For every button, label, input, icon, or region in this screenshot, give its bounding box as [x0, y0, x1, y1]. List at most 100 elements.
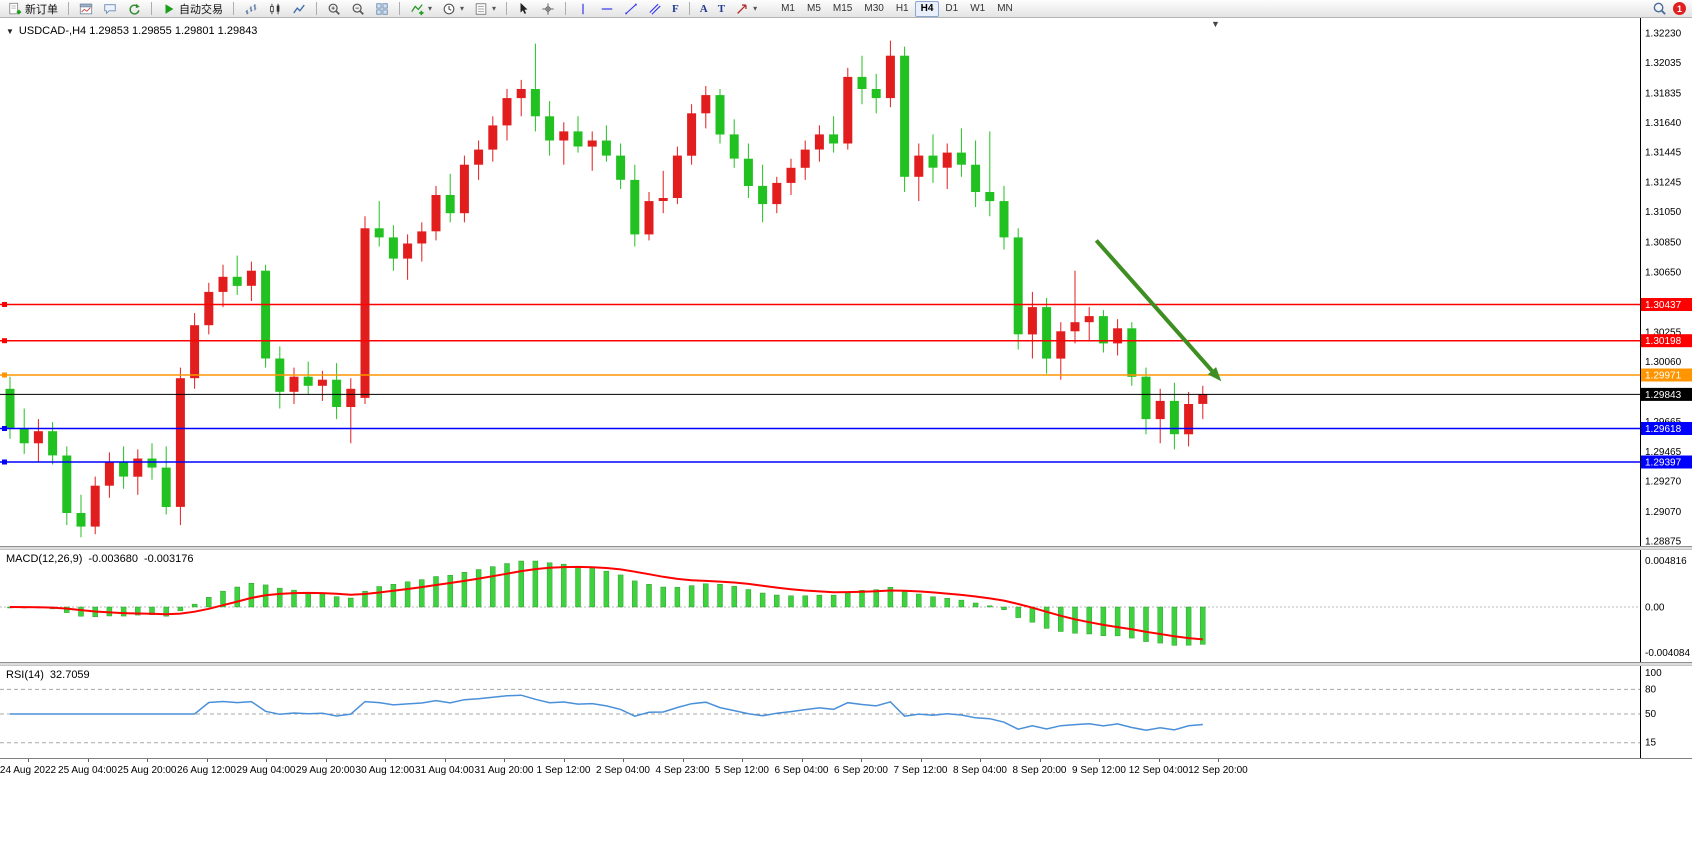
market-watch-button[interactable] — [99, 0, 121, 18]
time-axis-tick — [742, 759, 743, 762]
macd-axis-label: -0.004084 — [1645, 648, 1690, 659]
chart-window-button[interactable] — [75, 0, 97, 18]
zoom-in-button[interactable] — [323, 0, 345, 18]
price-axis-label: 1.31835 — [1645, 88, 1682, 99]
hline-resistance-1[interactable] — [0, 302, 1640, 307]
fibonacci-tool-button[interactable]: F — [668, 0, 683, 18]
time-axis-label: 12 Sep 20:00 — [1188, 765, 1248, 776]
panel-splitter[interactable] — [0, 546, 1692, 550]
time-axis-label: 9 Sep 12:00 — [1072, 765, 1126, 776]
timeframe-h1-button[interactable]: H1 — [895, 2, 909, 14]
text-label-tool-button[interactable]: T — [714, 0, 729, 18]
channel-icon — [648, 2, 662, 16]
vline-icon — [576, 2, 590, 16]
new-order-label: 新订单 — [25, 3, 58, 16]
toolbar-right: 1 — [1652, 1, 1688, 16]
trendline-tool-button[interactable] — [620, 0, 642, 18]
time-axis-label: 7 Sep 12:00 — [893, 765, 948, 776]
rsi-panel[interactable]: 100 80 50 15 RSI(14) 32.7059 — [0, 666, 1692, 758]
macd-panel[interactable]: 0.004816 0.00 -0.004084 MACD(12,26,9) -0.0… — [0, 550, 1692, 662]
chart-shift-marker-icon[interactable]: ▼ — [1211, 19, 1220, 29]
play-icon — [162, 2, 176, 16]
price-axis-label: 1.32035 — [1645, 58, 1682, 69]
time-axis-tick — [385, 759, 386, 762]
trendline-icon — [624, 2, 638, 16]
time-axis-label: 5 Sep 12:00 — [715, 765, 769, 776]
toolbar-separator — [399, 2, 400, 15]
time-axis-label: 31 Aug 20:00 — [474, 765, 534, 776]
time-axis-label: 24 Aug 2022 — [0, 765, 57, 776]
timeframe-d1-button[interactable]: D1 — [945, 2, 959, 14]
fibonacci-tool-icon: F — [672, 2, 679, 15]
time-axis-tick — [147, 759, 148, 762]
periods-button[interactable]: ▾ — [438, 0, 468, 18]
timeframe-w1-button[interactable]: W1 — [970, 2, 986, 14]
search-icon[interactable] — [1652, 1, 1667, 16]
crosshair-button[interactable] — [537, 0, 559, 18]
indicators-button[interactable]: ▾ — [406, 0, 436, 18]
auto-trading-button[interactable]: 自动交易 — [158, 0, 227, 18]
time-axis-label: 1 Sep 12:00 — [536, 765, 591, 776]
vertical-line-tool-button[interactable] — [572, 0, 594, 18]
hline-support-2[interactable] — [0, 459, 1640, 465]
bar-chart-mode-button[interactable] — [240, 0, 262, 18]
main-chart-panel[interactable]: 1.32230 1.32035 1.31835 1.31640 1.31445 1.312… — [0, 18, 1692, 546]
symbol-ohlc-label: USDCAD-,H4 1.29853 1.29855 1.29801 1.298… — [18, 25, 258, 37]
timeframe-h4-button[interactable]: H4 — [914, 0, 940, 17]
time-axis-label: 6 Sep 04:00 — [774, 765, 829, 776]
refresh-button[interactable] — [123, 0, 145, 18]
macd-axis-label: 0.00 — [1645, 603, 1665, 614]
arrow-objects-button[interactable]: ▾ — [731, 0, 761, 18]
price-axis-label: 1.31640 — [1645, 118, 1682, 129]
time-axis-tick — [563, 759, 565, 762]
line-chart-mode-button[interactable] — [288, 0, 310, 18]
time-axis-label: 4 Sep 23:00 — [655, 765, 710, 776]
hline-support-1[interactable] — [0, 426, 1640, 431]
zoom-out-button[interactable] — [347, 0, 369, 18]
channel-tool-button[interactable] — [644, 0, 666, 18]
horizontal-line-tool-button[interactable] — [596, 0, 618, 18]
toolbar-separator — [565, 2, 567, 15]
hline-pivot[interactable] — [0, 372, 1640, 378]
cursor-button[interactable] — [513, 0, 535, 18]
notification-badge[interactable]: 1 — [1673, 2, 1686, 15]
time-axis-label: 29 Aug 20:00 — [296, 765, 355, 776]
trend-arrow[interactable] — [1094, 239, 1222, 382]
price-axis-label: 1.28875 — [1645, 537, 1682, 547]
macd-histogram — [7, 560, 1206, 646]
new-order-button[interactable]: 新订单 — [4, 0, 62, 18]
toolbar-separator — [151, 2, 152, 15]
toolbar-separator — [688, 2, 690, 15]
templates-button[interactable]: ▾ — [470, 0, 500, 18]
time-axis-tick — [87, 759, 89, 762]
time-axis-tick — [682, 759, 684, 762]
rsi-axis-label: 100 — [1645, 668, 1662, 679]
rsi-value: 32.7059 — [49, 669, 90, 681]
text-tool-button[interactable]: A — [696, 0, 712, 18]
bars-icon — [244, 2, 258, 16]
time-axis-label: 26 Aug 12:00 — [177, 765, 236, 776]
candles-icon — [268, 2, 282, 16]
time-axis[interactable]: 24 Aug 2022 25 Aug 04:00 25 Aug 20:00 26 Au… — [0, 758, 1692, 782]
linechart-icon — [292, 2, 306, 16]
timeframe-bar: M1 M5 M15 M30 H1 H4 D1 W1 MN — [775, 0, 1019, 17]
time-axis-label: 6 Sep 20:00 — [834, 765, 888, 776]
svg-text:1.29618: 1.29618 — [1645, 424, 1682, 435]
hline-resistance-2[interactable] — [0, 338, 1640, 344]
time-axis-label: 25 Aug 20:00 — [117, 765, 177, 776]
zoom-in-icon — [327, 2, 341, 16]
chart-plot-area[interactable]: 1.32230 1.32035 1.31835 1.31640 1.31445 1.312… — [0, 18, 1692, 546]
toolbar-groups: 新订单 自动交易 ▾ ▾ ▾ F A T ▾ — [4, 0, 761, 18]
tile-windows-button[interactable] — [371, 0, 393, 18]
panel-splitter[interactable] — [0, 662, 1692, 666]
timeframe-m5-button[interactable]: M5 — [807, 2, 821, 14]
one-click-trading-arrow-icon[interactable]: ▼ — [6, 26, 14, 36]
timeframe-m30-button[interactable]: M30 — [864, 2, 884, 14]
price-badge: 1.29971 — [1641, 368, 1692, 382]
macd-signal-line — [9, 565, 1203, 641]
timeframe-m1-button[interactable]: M1 — [781, 2, 795, 14]
timeframe-m15-button[interactable]: M15 — [832, 2, 853, 14]
timeframe-mn-button[interactable]: MN — [997, 2, 1013, 14]
candlestick-mode-button[interactable] — [264, 0, 286, 18]
